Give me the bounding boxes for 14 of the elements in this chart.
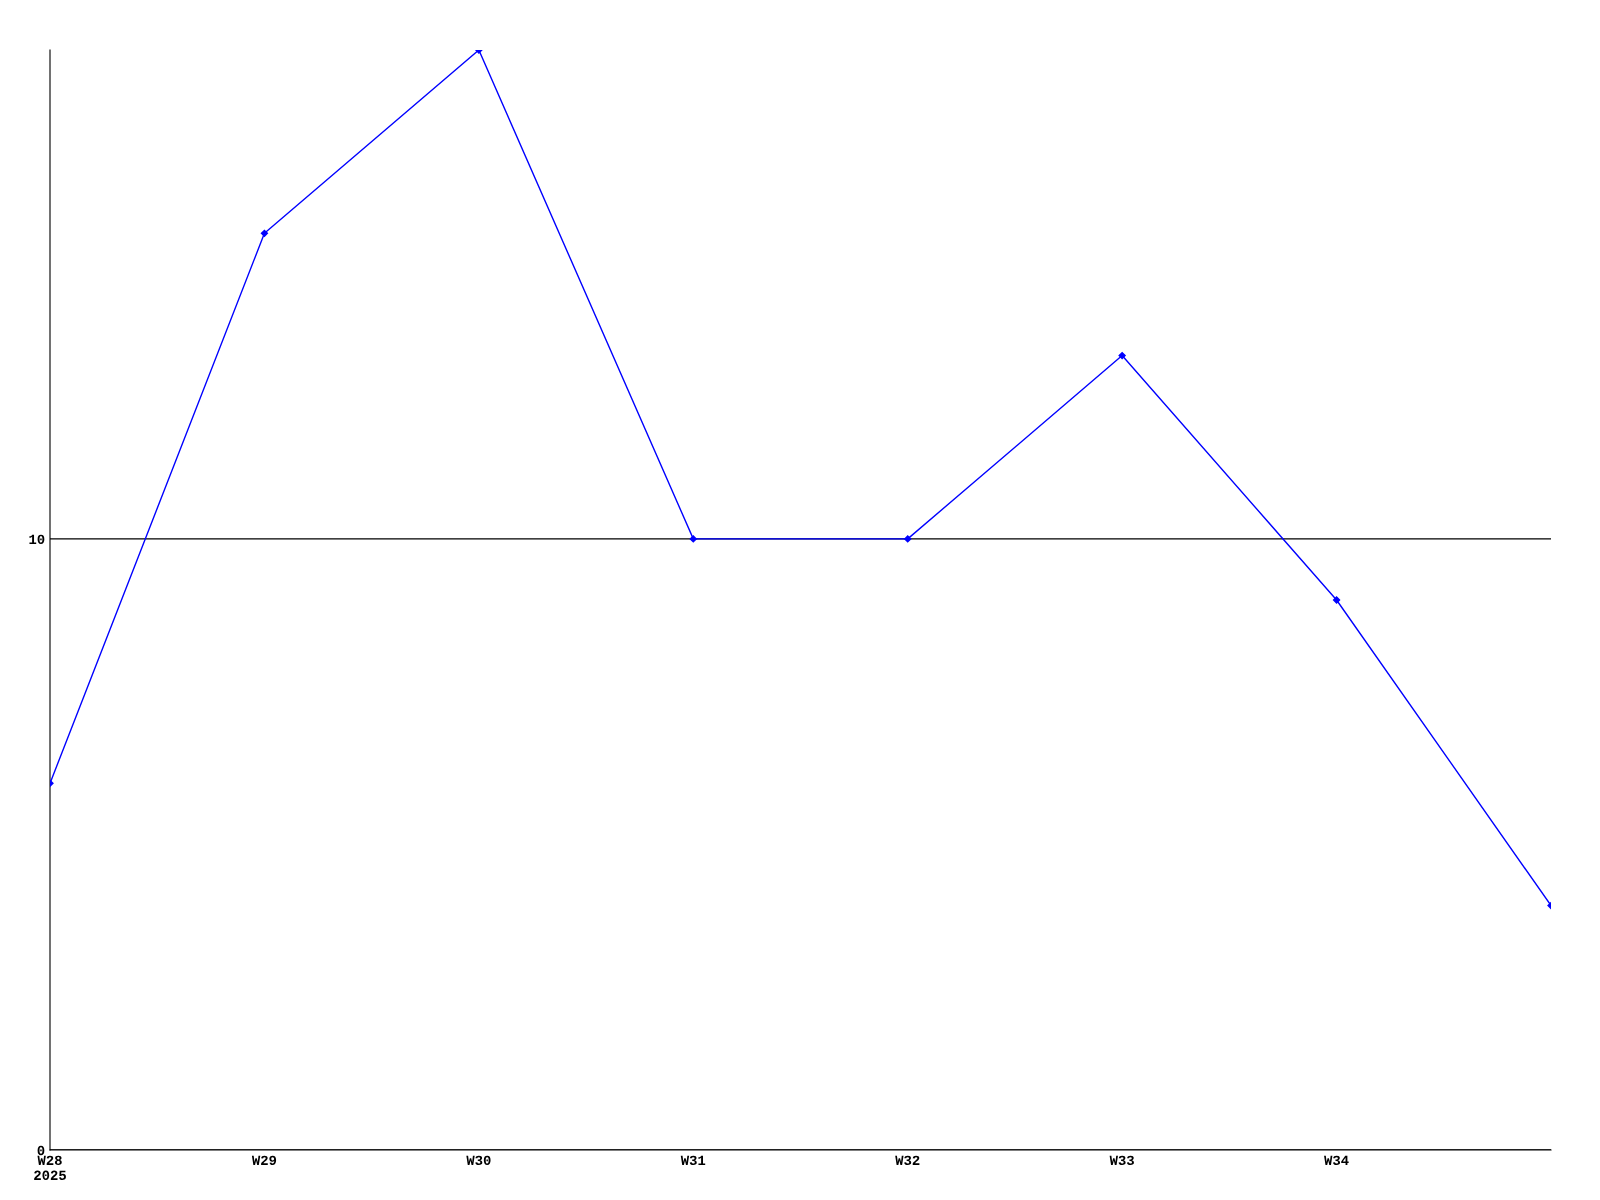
x-tick-label: W30 (466, 1155, 491, 1166)
x-tick-label: W31 (680, 1155, 706, 1166)
point (689, 535, 697, 543)
x-tick-label: W29 (251, 1155, 277, 1166)
x-tick-label: W32 (895, 1155, 920, 1166)
point (1118, 351, 1126, 360)
y-tick-label: 0 (37, 1145, 45, 1156)
point (904, 535, 912, 543)
point (1332, 596, 1341, 604)
y-tick-label: 10 (29, 534, 45, 545)
x-tick-label: W28 2025 (34, 1155, 66, 1181)
point (260, 229, 269, 237)
x-tick-label: W33 (1109, 1155, 1134, 1166)
x-tick-label: W34 (1324, 1155, 1349, 1166)
